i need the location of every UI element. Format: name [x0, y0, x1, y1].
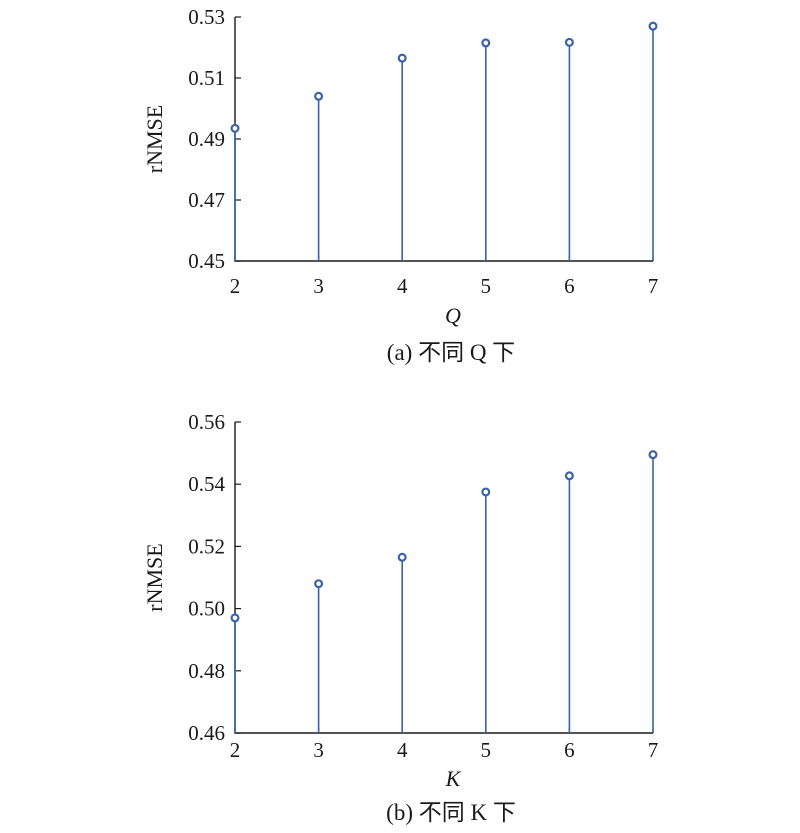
stem-marker: [564, 37, 574, 47]
x-tick-label: 6: [564, 738, 575, 762]
stem-marker: [397, 53, 407, 63]
stem-marker: [564, 471, 574, 481]
x-tick-label: 6: [564, 274, 575, 298]
x-tick-label: 3: [313, 738, 324, 762]
y-tick-label: 0.48: [188, 659, 225, 683]
y-tick-label: 0.49: [188, 127, 225, 151]
x-axis-label: Q: [445, 303, 461, 328]
stem-marker: [314, 91, 324, 101]
y-tick-label: 0.51: [188, 66, 225, 90]
x-tick-label: 5: [481, 738, 492, 762]
stem-marker: [397, 552, 407, 562]
y-tick-label: 0.46: [188, 721, 225, 745]
panel-caption: (a) 不同 Q 下: [387, 340, 515, 365]
x-tick-label: 5: [481, 274, 492, 298]
stem-marker: [648, 450, 658, 460]
axes-frame: [234, 17, 653, 262]
y-tick-label: 0.52: [188, 534, 225, 558]
x-tick-label: 3: [313, 274, 324, 298]
panel-caption: (b) 不同 K 下: [386, 800, 516, 825]
y-axis-label: rNMSE: [142, 543, 167, 611]
y-tick-label: 0.45: [188, 249, 225, 273]
y-tick-label: 0.53: [188, 5, 225, 29]
x-tick-label: 7: [648, 738, 659, 762]
y-axis-label: rNMSE: [142, 105, 167, 173]
stem-marker: [481, 38, 491, 48]
x-tick-label: 2: [230, 274, 241, 298]
stem-marker: [230, 123, 240, 133]
x-tick-label: 7: [648, 274, 659, 298]
stem-marker: [481, 487, 491, 497]
y-tick-label: 0.56: [188, 410, 225, 434]
stem-marker: [314, 579, 324, 589]
y-tick-label: 0.47: [188, 188, 225, 212]
x-tick-label: 4: [397, 274, 408, 298]
x-tick-label: 2: [230, 738, 241, 762]
axes-frame: [234, 422, 653, 734]
x-axis-label: K: [445, 766, 462, 791]
y-tick-label: 0.50: [188, 597, 225, 621]
stem-marker: [648, 21, 658, 31]
y-tick-label: 0.54: [188, 472, 225, 496]
x-tick-label: 4: [397, 738, 408, 762]
stem-marker: [230, 613, 240, 623]
